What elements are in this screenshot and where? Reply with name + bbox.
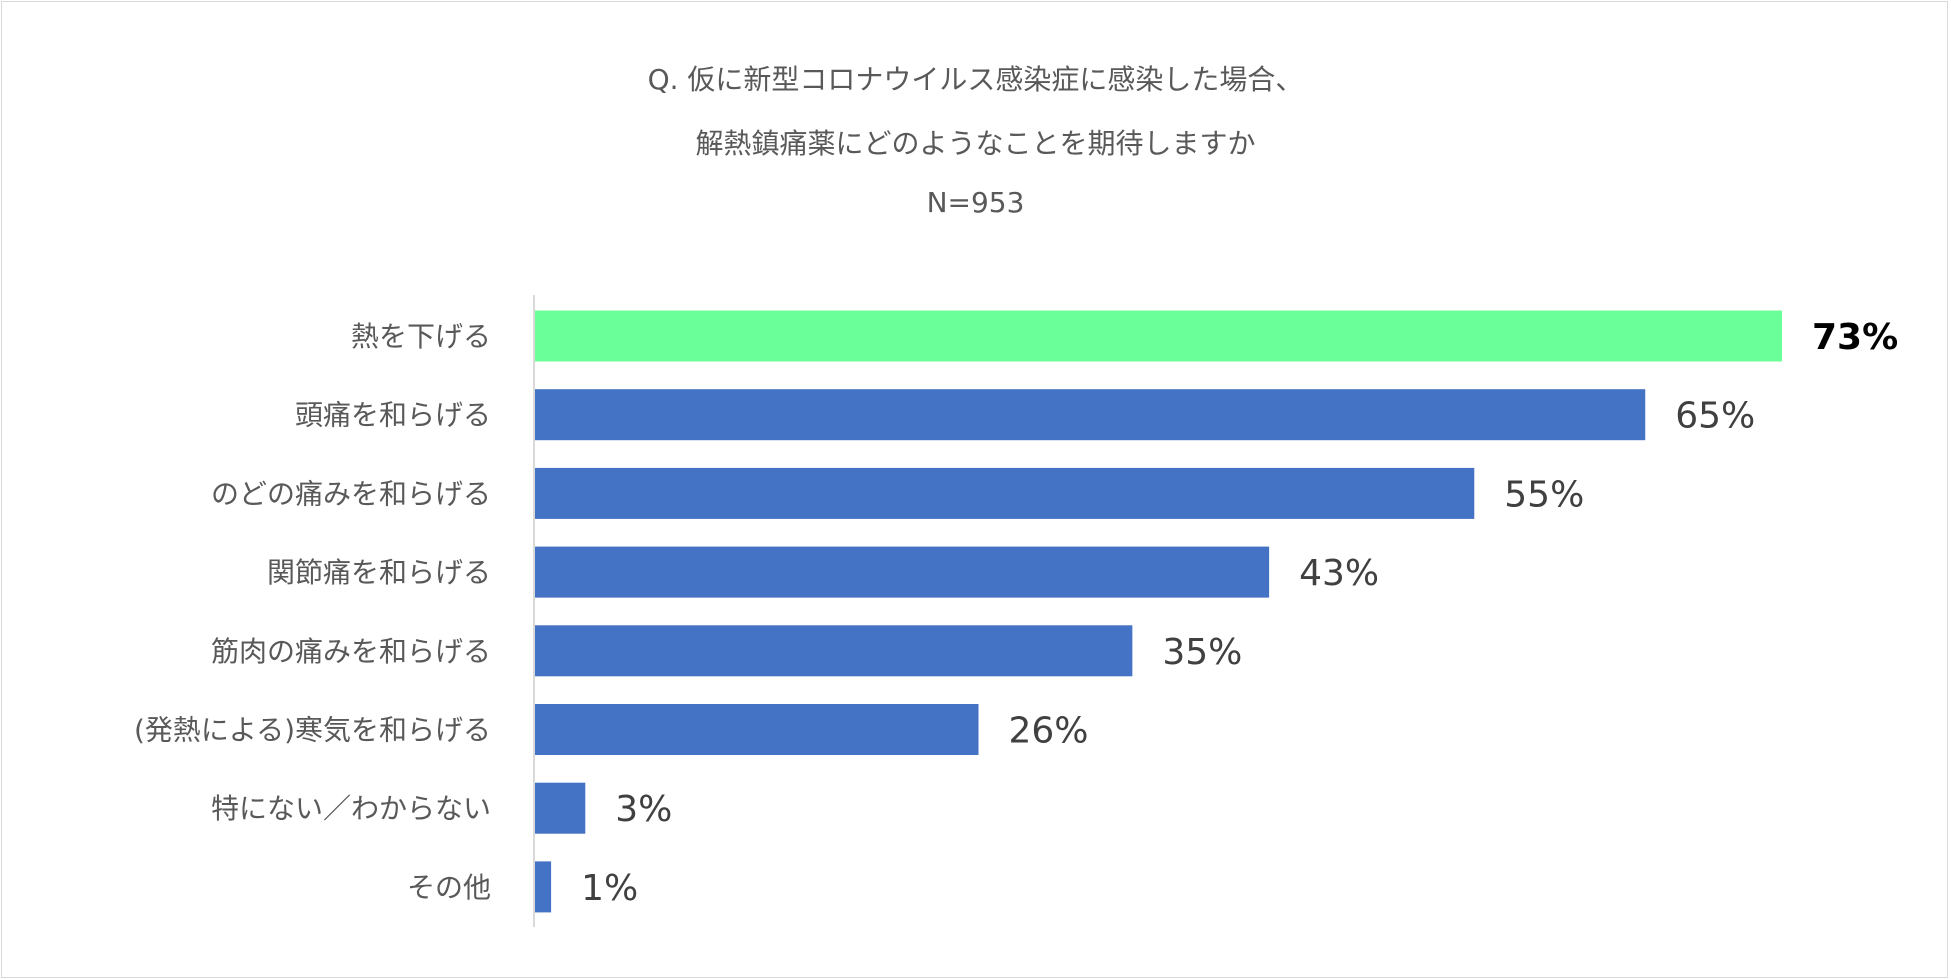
data-label: 43% <box>1299 553 1379 594</box>
data-label: 3% <box>615 789 672 830</box>
data-label: 35% <box>1162 632 1242 673</box>
category-label: 筋肉の痛みを和らげる <box>211 635 491 668</box>
data-label: 1% <box>581 868 638 909</box>
bar <box>534 861 552 913</box>
bar <box>534 310 1782 362</box>
bar <box>534 704 979 755</box>
bar <box>534 625 1133 677</box>
bar <box>534 467 1475 519</box>
category-label: 特にない／わからない <box>211 792 491 825</box>
bar <box>534 782 586 834</box>
bar <box>534 546 1270 598</box>
chart-title-line-2: 解熱鎮痛薬にどのようなことを期待しますか <box>695 127 1256 160</box>
chart-sample-size: N=953 <box>926 186 1025 219</box>
data-label: 26% <box>1008 711 1088 752</box>
data-label: 55% <box>1504 474 1584 515</box>
category-label: 熱を下げる <box>351 320 491 353</box>
bar <box>534 389 1646 441</box>
category-label: 関節痛を和らげる <box>267 556 491 589</box>
category-label: のどの痛みを和らげる <box>211 477 491 510</box>
data-label: 73% <box>1812 317 1898 358</box>
category-label: (発熱による)寒気を和らげる <box>134 714 491 747</box>
category-label: 頭痛を和らげる <box>295 399 491 432</box>
category-label: その他 <box>407 871 491 904</box>
chart-title-line-1: Q. 仮に新型コロナウイルス感染症に感染した場合、 <box>647 63 1304 96</box>
data-label: 65% <box>1675 396 1755 437</box>
